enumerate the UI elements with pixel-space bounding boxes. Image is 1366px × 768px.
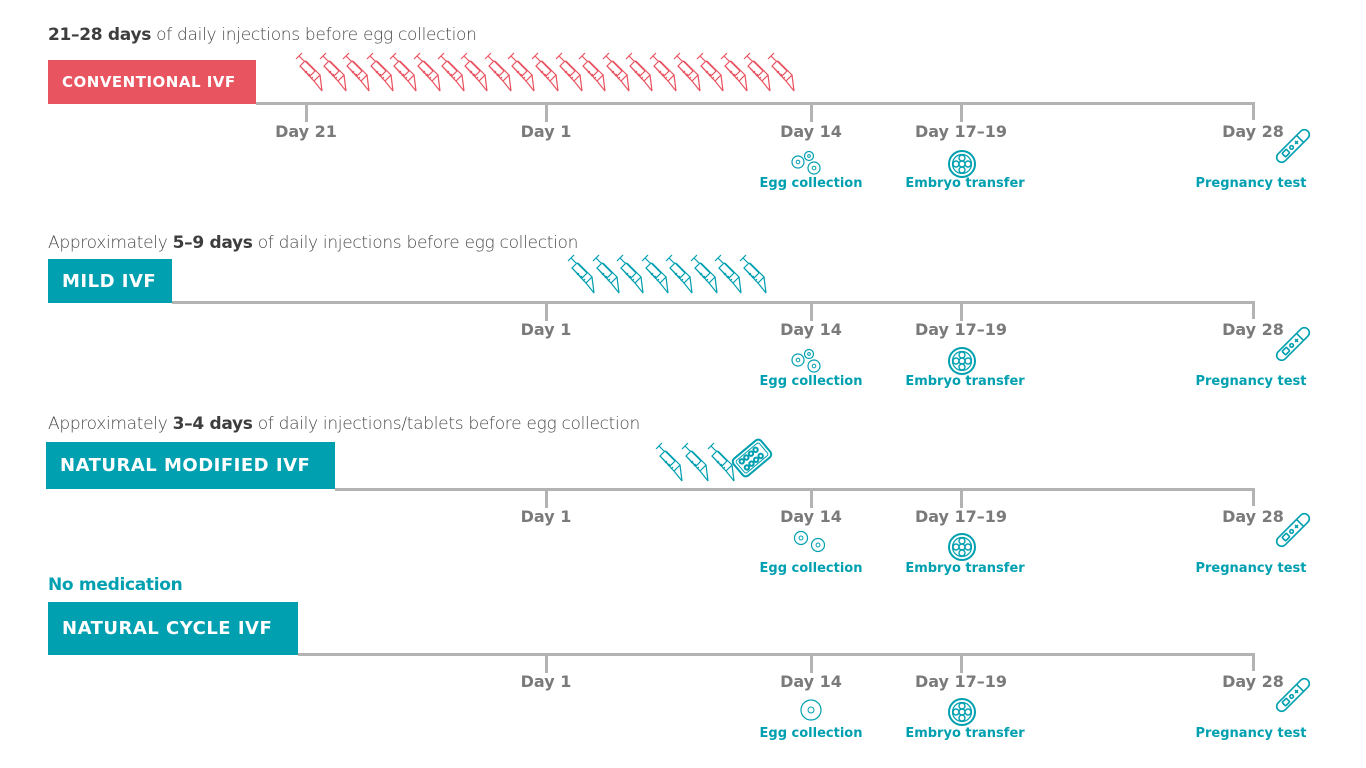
event-label: Embryo transfer [905,176,1025,191]
treatment-title-bar: CONVENTIONAL IVF [48,60,256,104]
tick [960,303,963,321]
row-caption: Approximately 3–4 days of daily injectio… [48,414,641,434]
tick [810,104,813,122]
day-label: Day 1 [520,122,572,141]
tablet-pack-icon [730,437,774,483]
event-label: Egg collection [759,561,863,576]
day-label: Day 14 [780,507,842,526]
embryo-icon [947,532,977,566]
tick [545,655,548,673]
tick [810,490,813,508]
row-caption: 21–28 days of daily injections before eg… [48,25,477,45]
event-label: Egg collection [759,374,863,389]
tick [960,655,963,673]
day-label: Day 28 [1222,672,1284,691]
tick [960,104,963,122]
event-label: Pregnancy test [1195,374,1307,389]
timeline-line [172,301,1255,304]
embryo-icon [947,346,977,380]
pregnancy-test-icon [1270,508,1316,556]
event-label: Embryo transfer [905,561,1025,576]
tick [305,104,308,122]
timeline-line [256,102,1255,105]
tick [1252,653,1255,671]
pregnancy-test-icon [1270,322,1316,370]
row-caption: Approximately 5–9 days of daily injectio… [48,233,579,253]
day-label: Day 17–19 [914,122,1008,141]
treatment-title-bar: MILD IVF [48,259,172,303]
day-label: Day 17–19 [914,672,1008,691]
day-label: Day 1 [520,672,572,691]
tick [1252,488,1255,506]
event-label: Embryo transfer [905,374,1025,389]
embryo-icon [947,697,977,731]
pregnancy-test-icon [1270,673,1316,721]
day-label: Day 14 [780,672,842,691]
day-label: Day 17–19 [914,507,1008,526]
day-label: Day 1 [520,320,572,339]
tick [960,490,963,508]
event-label: Pregnancy test [1195,726,1307,741]
egg-collection-icon [790,150,826,182]
event-label: Egg collection [759,176,863,191]
syringe-icon [738,254,767,294]
egg-collection-icon [790,348,826,380]
tick [545,104,548,122]
day-label: Day 17–19 [914,320,1008,339]
tick [1252,301,1255,319]
event-label: Pregnancy test [1195,561,1307,576]
day-label: Day 28 [1222,320,1284,339]
pregnancy-test-icon [1270,124,1316,172]
day-label: Day 21 [275,122,337,141]
tick [1252,102,1255,120]
treatment-title-bar: NATURAL CYCLE IVF [48,602,298,655]
event-label: Pregnancy test [1195,176,1307,191]
timeline-line [298,653,1255,656]
syringe-icon [767,52,795,92]
row-caption: No medication [48,575,183,595]
day-label: Day 28 [1222,507,1284,526]
event-label: Egg collection [759,726,863,741]
event-label: Embryo transfer [905,726,1025,741]
tick [810,303,813,321]
embryo-icon [947,149,977,183]
egg-collection-icon [799,698,835,730]
tick [810,655,813,673]
timeline-line [335,488,1255,491]
day-label: Day 1 [520,507,572,526]
treatment-title-bar: NATURAL MODIFIED IVF [46,442,335,489]
day-label: Day 14 [780,122,842,141]
tick [545,490,548,508]
egg-collection-icon [792,530,828,562]
tick [545,303,548,321]
day-label: Day 28 [1222,122,1284,141]
day-label: Day 14 [780,320,842,339]
